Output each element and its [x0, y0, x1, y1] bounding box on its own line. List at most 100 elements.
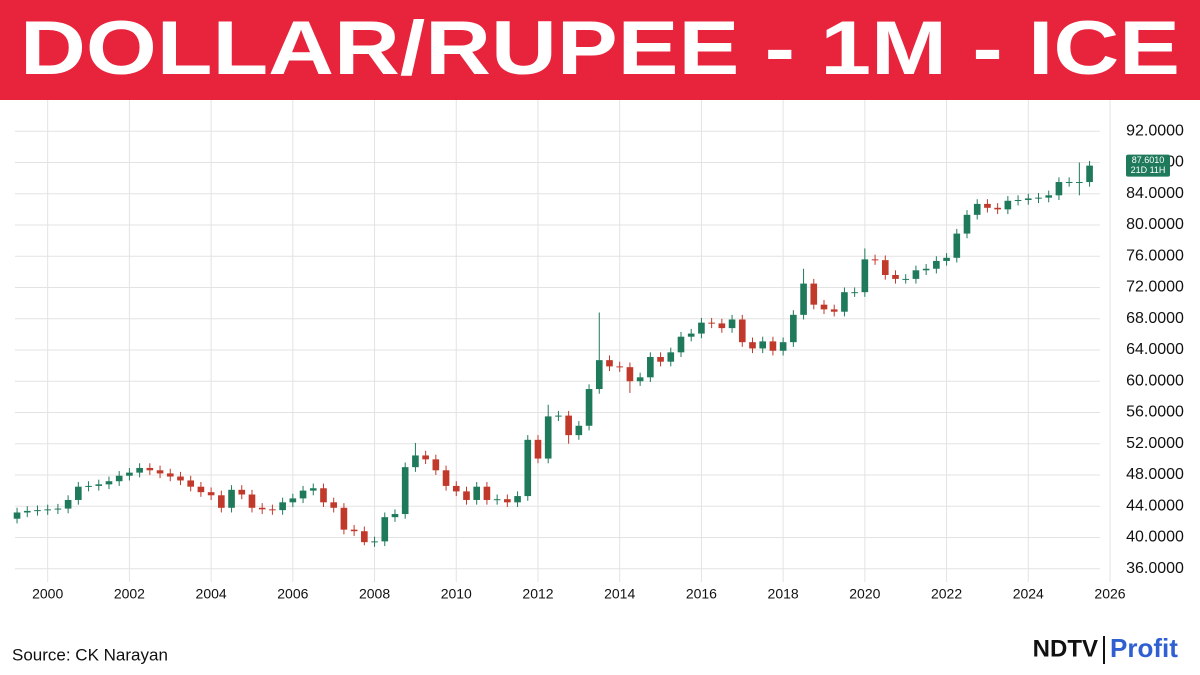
y-tick-label: 36.0000: [1126, 560, 1184, 577]
candle-body: [790, 314, 797, 343]
brand-divider: [1103, 636, 1105, 664]
brand-ndtv: NDTV: [1033, 635, 1098, 662]
x-tick-label: 2016: [686, 586, 717, 602]
candle-body: [514, 496, 521, 503]
candle-body: [779, 342, 787, 351]
x-tick-label: 2024: [1013, 586, 1044, 602]
candle-body: [728, 319, 736, 329]
candle-body: [177, 476, 184, 481]
candle-body: [493, 499, 501, 501]
candle-body: [810, 283, 818, 305]
candle-body: [861, 259, 869, 293]
candle-body: [738, 319, 746, 343]
candle-body: [973, 203, 981, 215]
candle-body: [677, 336, 685, 353]
candle-body: [54, 508, 62, 510]
candle-body: [483, 486, 491, 500]
candle-body: [504, 499, 511, 503]
candle-body: [718, 323, 726, 329]
candle-body: [1004, 200, 1012, 210]
candle-body: [555, 415, 562, 417]
candle-body: [401, 467, 409, 515]
candle-body: [463, 491, 470, 500]
y-tick-label: 44.0000: [1126, 497, 1184, 514]
candle-body: [565, 415, 572, 436]
candle-body: [851, 292, 858, 294]
candle-body: [708, 322, 715, 324]
x-tick-label: 2000: [32, 586, 63, 602]
x-tick-label: 2006: [277, 586, 308, 602]
candle-body: [922, 268, 930, 271]
x-tick-label: 2026: [1094, 586, 1125, 602]
candle-body: [452, 485, 460, 492]
candle-body: [800, 283, 807, 315]
candle-body: [166, 473, 174, 477]
candle-body: [616, 366, 624, 368]
candle-body: [647, 357, 654, 378]
candle-body: [1086, 165, 1093, 183]
candle-body: [422, 455, 429, 460]
candle-body: [136, 467, 143, 473]
candle-body: [187, 480, 195, 487]
plot-area: 36.0000 40.0000 44.0000 48.0000 52.0000 56.00…: [13, 100, 1184, 602]
x-tick-label: 2002: [114, 586, 145, 602]
candle-body: [1024, 198, 1032, 200]
candle-body: [218, 495, 225, 508]
y-tick-label: 52.0000: [1126, 435, 1184, 452]
x-tick-label: 2004: [196, 586, 227, 602]
candle-body: [156, 470, 164, 474]
candle-body: [258, 507, 266, 510]
candle-body: [698, 322, 705, 334]
candle-body: [759, 341, 767, 349]
y-tick-label: 48.0000: [1126, 466, 1184, 483]
y-tick-label: 56.0000: [1126, 404, 1184, 421]
candle-body: [1014, 199, 1022, 201]
candle-body: [207, 492, 215, 496]
candle-body: [442, 470, 450, 486]
x-tick-label: 2018: [768, 586, 799, 602]
candle-body: [473, 486, 481, 500]
y-tick-label: 72.0000: [1126, 279, 1184, 296]
candle-body: [933, 260, 940, 269]
candle-body: [667, 352, 675, 362]
candle-body: [963, 214, 971, 234]
countdown-label: 21D 11H: [1131, 165, 1166, 175]
candle-body: [912, 270, 920, 279]
candle-body: [361, 531, 368, 543]
candle-body: [902, 278, 910, 280]
candle-body: [146, 467, 154, 471]
candle-body: [13, 512, 21, 519]
y-tick-label: 64.0000: [1126, 341, 1184, 358]
chart-title: DOLLAR/RUPEE - 1M - ICE: [20, 6, 1180, 91]
candle-body: [371, 541, 378, 543]
candle-body: [657, 357, 664, 362]
y-tick-label: 68.0000: [1126, 310, 1184, 327]
candle-body: [820, 304, 828, 310]
candle-body: [44, 509, 52, 511]
candle-body: [289, 498, 297, 503]
candle-body: [994, 207, 1001, 210]
candle-body: [841, 292, 848, 312]
candle-body: [1065, 182, 1073, 184]
candle-body: [1045, 195, 1053, 198]
y-tick-label: 80.0000: [1126, 216, 1184, 233]
candle-body: [892, 274, 899, 279]
candle-body: [105, 481, 113, 485]
candle-body: [943, 257, 950, 261]
brand-profit: Profit: [1110, 633, 1178, 663]
candle-body: [984, 203, 991, 208]
candle-body: [881, 260, 889, 275]
candle-body: [1055, 182, 1063, 196]
candle-body: [228, 489, 235, 508]
candle-body: [595, 360, 603, 390]
candle-body: [248, 494, 256, 508]
candle-body: [115, 475, 123, 482]
candle-body: [126, 472, 133, 476]
y-tick-label: 76.0000: [1126, 247, 1184, 264]
candle-body: [534, 439, 542, 459]
candle-body: [769, 341, 777, 351]
candle-body: [299, 490, 307, 499]
header-band: [0, 0, 1200, 100]
